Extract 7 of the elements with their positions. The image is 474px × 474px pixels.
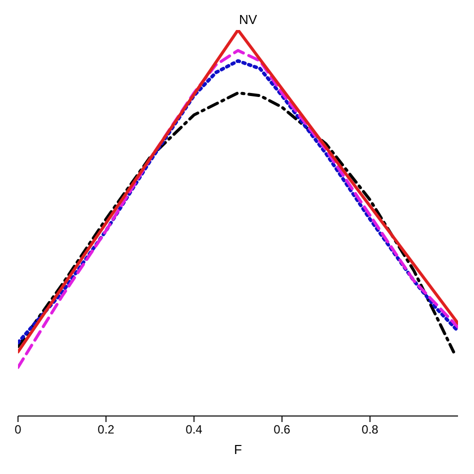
x-tick-label: 0.6	[274, 422, 291, 437]
chart-title: NV	[238, 12, 258, 27]
x-tick-label: 0.4	[186, 422, 203, 437]
x-axis-title: F	[234, 442, 242, 457]
x-tick-label: 0.2	[98, 422, 115, 437]
x-tick-label: 0.8	[362, 422, 379, 437]
x-tick-label: 0	[14, 422, 22, 437]
